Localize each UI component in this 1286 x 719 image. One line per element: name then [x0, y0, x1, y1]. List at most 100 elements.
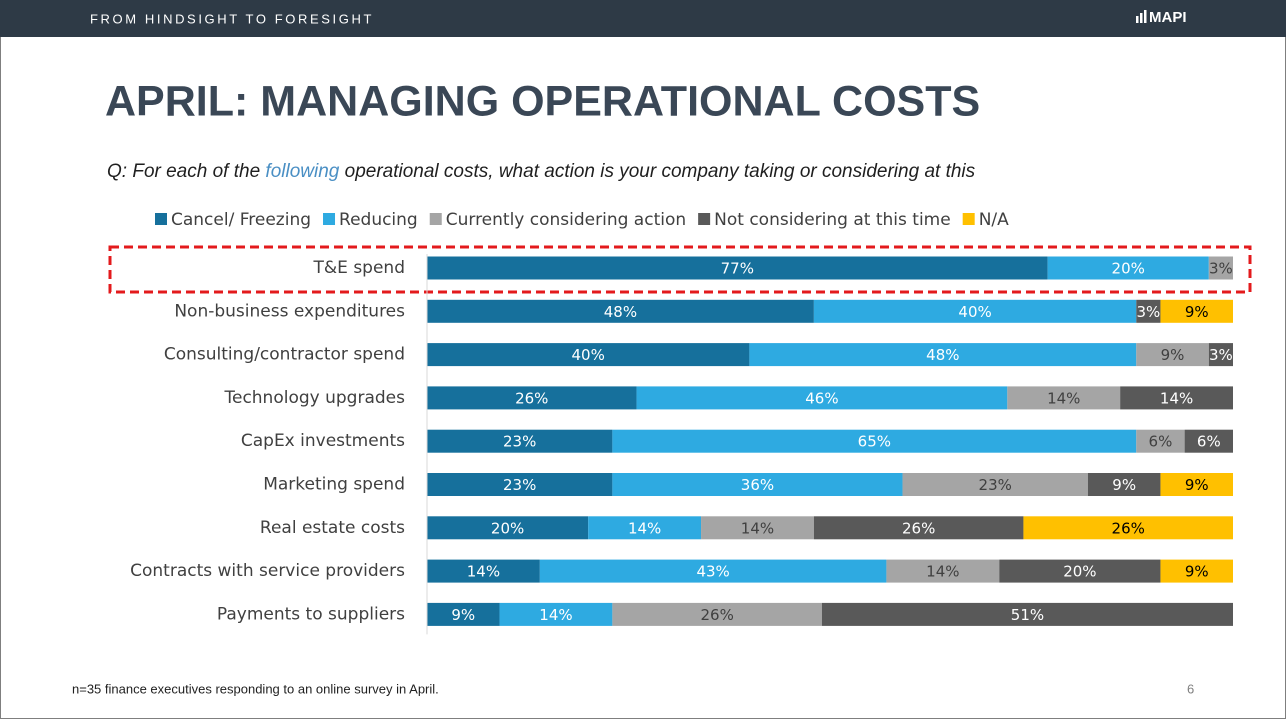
- footnote: n=35 finance executives responding to an…: [72, 681, 439, 696]
- value-label: 48%: [604, 303, 637, 321]
- value-label: 48%: [926, 346, 959, 364]
- bar-segment: [1023, 516, 1233, 540]
- header-tagline: FROM HINDSIGHT TO FORESIGHT: [90, 11, 374, 26]
- bar-segment: [886, 559, 1000, 583]
- category-label: Consulting/contractor spend: [164, 345, 405, 365]
- bar-segment: [612, 429, 1137, 453]
- value-label: 65%: [858, 433, 891, 451]
- category-label: Technology upgrades: [223, 388, 405, 408]
- bar-segment: [999, 559, 1161, 583]
- value-label: 20%: [1063, 563, 1096, 581]
- value-label: 77%: [721, 260, 754, 278]
- bar-segment: [813, 516, 1024, 540]
- bar-segment: [902, 473, 1088, 496]
- legend-swatch: [698, 213, 711, 225]
- bar-segment: [1136, 429, 1185, 453]
- bar-segment: [427, 516, 589, 540]
- bar-segment: [427, 299, 814, 323]
- chart: Cancel/ Freezing Reducing Currently consid…: [108, 210, 1252, 635]
- logo-bar: [1136, 16, 1139, 23]
- subtitle: Q: For each of the following operational…: [107, 161, 976, 182]
- bar-segment: [612, 602, 822, 626]
- subtitle-part: operational costs, what action is your c…: [339, 161, 975, 182]
- bar-segment: [1160, 559, 1233, 583]
- bar-segment: [636, 386, 1008, 410]
- category-label: Marketing spend: [263, 475, 405, 495]
- subtitle-part: Q: For each of the: [107, 161, 265, 182]
- subtitle-highlight: following: [265, 161, 339, 182]
- category-label: Non-business expenditures: [174, 301, 405, 321]
- legend-label: Reducing: [339, 210, 418, 230]
- value-label: 23%: [503, 433, 536, 451]
- bar-segment: [427, 343, 750, 367]
- bar-segment: [1160, 299, 1233, 323]
- value-label: 9%: [1185, 303, 1209, 321]
- legend-label: Cancel/ Freezing: [171, 210, 311, 230]
- bar-segment: [813, 299, 1137, 323]
- value-label: 9%: [1185, 476, 1209, 494]
- bar-segment: [539, 559, 887, 583]
- value-label: 40%: [958, 303, 991, 321]
- category-label: Contracts with service providers: [130, 561, 405, 581]
- bar-segment: [427, 559, 540, 583]
- logo-bar: [1144, 10, 1147, 23]
- legend-swatch: [962, 213, 975, 225]
- bar-segment: [588, 516, 702, 540]
- value-label: 3%: [1209, 260, 1233, 278]
- bar-segment: [1047, 256, 1209, 280]
- bar-segment: [1184, 429, 1233, 453]
- bar-segment: [1160, 473, 1233, 496]
- bar-segment: [1136, 299, 1161, 323]
- value-label: 6%: [1197, 433, 1221, 451]
- legend-label: Not considering at this time: [714, 210, 951, 230]
- highlight-box: [108, 245, 1252, 294]
- value-label: 14%: [741, 519, 774, 537]
- value-label: 26%: [700, 606, 733, 624]
- value-label: 14%: [926, 563, 959, 581]
- value-label: 9%: [1185, 563, 1209, 581]
- legend-swatch: [429, 213, 442, 225]
- value-label: 3%: [1209, 346, 1233, 364]
- chart-title: APRIL: MANAGING OPERATIONAL COSTS: [105, 77, 980, 125]
- bar-segment: [1136, 343, 1209, 367]
- legend-label: N/A: [979, 210, 1009, 230]
- category-label: CapEx investments: [241, 431, 405, 451]
- bar-segment: [427, 602, 500, 626]
- category-label: T&E spend: [313, 258, 405, 278]
- value-label: 9%: [451, 606, 475, 624]
- logo-bar: [1140, 13, 1143, 23]
- value-label: 40%: [572, 346, 605, 364]
- bar-segment: [427, 429, 613, 453]
- value-label: 14%: [1047, 389, 1080, 407]
- bar-segment: [1208, 343, 1233, 367]
- value-label: 14%: [628, 519, 661, 537]
- bar-segment: [427, 473, 613, 496]
- value-label: 26%: [1112, 519, 1145, 537]
- bar-segment: [1208, 256, 1233, 280]
- bar-segment: [427, 256, 1048, 280]
- value-label: 26%: [902, 519, 935, 537]
- value-label: 3%: [1136, 303, 1160, 321]
- category-label: Payments to suppliers: [217, 604, 405, 624]
- page-number: 6: [1187, 681, 1194, 696]
- value-label: 9%: [1161, 346, 1185, 364]
- value-label: 23%: [503, 476, 536, 494]
- bar-segment: [1087, 473, 1161, 496]
- value-label: 14%: [1160, 389, 1193, 407]
- value-label: 43%: [696, 563, 729, 581]
- bar-segment: [1120, 386, 1233, 410]
- logo-text: MAPI: [1149, 9, 1187, 26]
- legend-label: Currently considering action: [446, 210, 686, 230]
- bar-segment: [701, 516, 814, 540]
- legend-swatch: [155, 213, 167, 225]
- logo: MAPI: [1136, 9, 1187, 26]
- value-label: 36%: [741, 476, 774, 494]
- bar-segment: [427, 386, 637, 410]
- header-bar: [0, 0, 1286, 37]
- value-label: 46%: [805, 389, 838, 407]
- bar-segment: [612, 473, 903, 496]
- legend-swatch: [323, 213, 336, 225]
- value-label: 9%: [1112, 476, 1136, 494]
- bar-segment: [821, 602, 1233, 626]
